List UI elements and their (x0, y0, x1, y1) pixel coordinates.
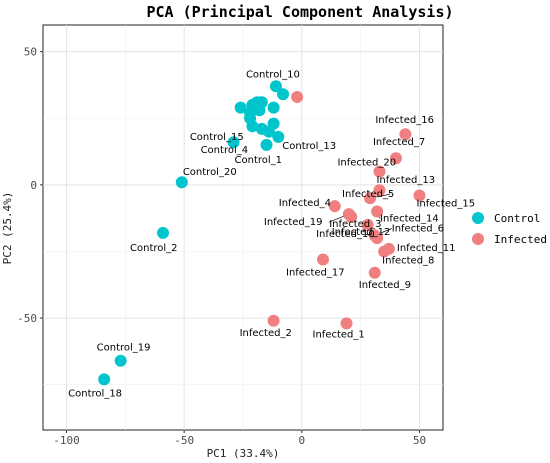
point-label: Infected_17 (286, 267, 345, 278)
control-point (260, 138, 273, 151)
control-point (262, 125, 275, 138)
control-point (272, 130, 285, 143)
control-point (227, 136, 240, 149)
control-point (98, 373, 111, 386)
control-point (267, 101, 280, 114)
control-legend-key (472, 212, 484, 224)
legend-label: Control (494, 212, 540, 225)
control-point (246, 120, 259, 133)
y-axis-title: PC2 (25.4%) (1, 192, 14, 265)
point-label: Control_2 (130, 243, 178, 254)
control-point (277, 88, 289, 101)
control-point (157, 226, 169, 239)
control-point (114, 354, 127, 367)
infected-point (291, 90, 304, 103)
legend-label: Infected (494, 233, 547, 246)
infected-point (371, 232, 384, 245)
point-label: Infected_13 (376, 175, 435, 186)
axis-ticks: -100 -50 0 50 -50 0 50 (17, 46, 426, 447)
point-label: Control_1 (235, 155, 283, 166)
legend: Control Infected (472, 212, 547, 246)
point-label: Control_10 (246, 69, 300, 80)
point-label: Infected_14 (380, 214, 439, 225)
infected-point (368, 266, 381, 279)
control-point (269, 80, 282, 93)
x-tick-label: 0 (299, 434, 306, 447)
point-label: Infected_4 (279, 198, 331, 209)
point-label: Control_4 (201, 145, 249, 156)
point-label: Infected_8 (382, 255, 434, 266)
point-label: Infected_1 (313, 329, 365, 340)
infected-point (413, 189, 426, 202)
point-label: Infected_19 (264, 217, 323, 228)
infected-point (371, 205, 384, 218)
point-label: Infected_16 (375, 115, 434, 126)
infected-point (317, 253, 329, 266)
infected-point (389, 152, 402, 165)
infected-point (378, 245, 391, 258)
x-tick-label: 50 (413, 434, 426, 447)
control-point (234, 101, 247, 114)
infected-point (340, 317, 353, 330)
point-label: Infected_5 (342, 189, 394, 200)
point-label: Infected_12 (332, 227, 391, 238)
point-label: Control_19 (97, 343, 151, 354)
infected-point (373, 184, 386, 197)
y-tick-label: 50 (24, 46, 37, 59)
point-label: Infected_3 (329, 219, 381, 230)
infected-point (361, 218, 374, 231)
point-label: Control_18 (68, 388, 122, 399)
infected-point (364, 192, 377, 205)
y-tick-label: 0 (30, 179, 37, 192)
point-label: Infected_9 (359, 280, 411, 291)
infected-legend-key (472, 233, 484, 245)
data-points (98, 80, 426, 386)
point-label: Control_13 (282, 141, 336, 152)
point-label: Infected_20 (337, 158, 396, 169)
infected-point (267, 314, 280, 327)
point-label: Infected_15 (416, 199, 475, 210)
point-label: Infected_6 (392, 223, 444, 234)
point-label: Infected_2 (240, 328, 292, 339)
point-label: Infected_10 (316, 229, 375, 240)
point-label: Infected_11 (397, 243, 456, 254)
point-label: Control_20 (183, 167, 237, 178)
point-labels: Control_10Control_15Control_13Control_4C… (68, 69, 475, 399)
x-axis-title: PC1 (33.4%) (207, 447, 280, 460)
point-label: Control_15 (190, 132, 244, 143)
chart-title: PCA (Principal Component Analysis) (146, 3, 453, 21)
x-tick-label: -100 (53, 434, 80, 447)
infected-point (399, 128, 412, 141)
infected-point (373, 165, 386, 178)
infected-point (328, 200, 341, 213)
control-point (253, 104, 266, 117)
control-point (175, 176, 188, 189)
point-label: Infected_7 (373, 137, 425, 148)
x-tick-label: -50 (174, 434, 194, 447)
y-tick-label: -50 (17, 312, 37, 325)
infected-point (342, 208, 355, 221)
